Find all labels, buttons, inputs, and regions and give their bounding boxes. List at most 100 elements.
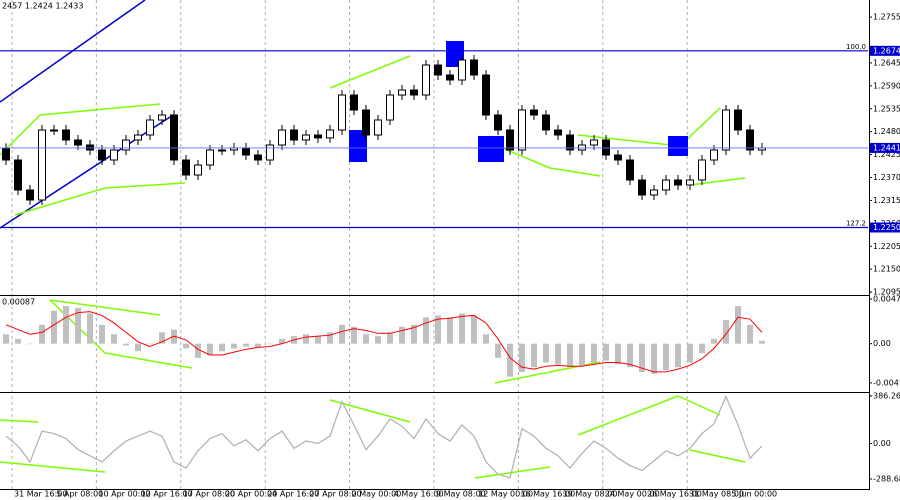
y-tick-label: 1.2535	[873, 104, 900, 113]
macd-bar	[387, 332, 393, 344]
macd-bar	[459, 313, 465, 344]
y-tick-label: 0.00474	[873, 295, 900, 304]
candle-body	[494, 114, 502, 131]
level-name: 100.0	[846, 43, 866, 51]
candle-body	[506, 129, 514, 151]
trend-line	[549, 167, 601, 177]
price-tag-label: 1.2674	[873, 46, 900, 55]
macd-bar	[735, 305, 741, 344]
macd-bar	[687, 343, 693, 363]
candle-body	[710, 149, 718, 161]
macd-bar	[243, 343, 249, 347]
y-tick-label: -288.682	[873, 474, 900, 483]
macd-bar	[675, 343, 681, 368]
macd-label: 0.00087	[2, 298, 35, 307]
candle-body	[266, 144, 274, 161]
price-tag	[870, 45, 900, 56]
macd-bar	[159, 332, 165, 344]
macd-bar	[351, 326, 357, 344]
trend-line	[0, 419, 39, 423]
candle-body	[614, 154, 622, 161]
x-tick-label: 24 Apr 16:00	[267, 490, 319, 499]
macd-bar	[255, 343, 261, 348]
candle-body	[146, 119, 154, 136]
macd-bar	[75, 307, 81, 344]
macd-bar	[615, 343, 621, 365]
y-tick-label: 1.2370	[873, 173, 900, 182]
price-tag	[870, 142, 900, 153]
macd-bar	[15, 338, 21, 344]
candle-body	[98, 149, 106, 161]
y-tick-label: 1.2590	[873, 81, 900, 90]
x-tick-label: 12 May 00:00	[478, 490, 533, 499]
trend-line	[577, 395, 679, 436]
y-tick-label: 1.2150	[873, 265, 900, 274]
macd-bar	[63, 305, 69, 344]
x-tick-label: 31 May 08:00	[689, 490, 744, 499]
macd-bar	[339, 324, 345, 344]
macd-bar	[711, 338, 717, 344]
price-tag-label: 1.2250	[873, 223, 900, 232]
candle-body	[50, 129, 58, 132]
x-tick-label: 10 Apr 00:00	[98, 490, 150, 499]
y-tick-label: 1.2755	[873, 13, 900, 22]
candle-body	[458, 59, 466, 81]
candle-body	[290, 129, 298, 141]
trend-line	[49, 299, 161, 316]
y-tick-label: 1.2645	[873, 58, 900, 67]
trend-line	[689, 177, 746, 186]
candle-body	[410, 89, 418, 96]
macd-bar	[723, 320, 729, 344]
macd-bar	[627, 343, 633, 368]
candle-body	[38, 129, 46, 201]
macd-bar	[555, 343, 561, 365]
candle-body	[374, 119, 382, 136]
candle-body	[722, 109, 730, 151]
candle-body	[590, 139, 598, 146]
candle-body	[86, 144, 94, 151]
y-tick-label: 1.2205	[873, 242, 900, 251]
candle-body	[566, 134, 574, 151]
candle-body	[602, 139, 610, 156]
trend-line	[39, 103, 161, 116]
macd-bar	[195, 343, 201, 358]
y-tick-label: 0.00	[873, 339, 891, 348]
candle-body	[302, 134, 310, 141]
x-tick-label: 24 May 00:00	[605, 490, 660, 499]
trend-line	[14, 187, 106, 216]
candle-body	[530, 109, 538, 116]
cci-line	[5, 395, 763, 479]
macd-bar	[651, 343, 657, 374]
candle-body	[158, 114, 166, 121]
candle-body	[122, 139, 130, 151]
candle-body	[662, 179, 670, 191]
candle-body	[686, 179, 694, 186]
macd-bar	[435, 315, 441, 344]
candle-body	[362, 109, 370, 136]
candle-body	[578, 144, 586, 151]
level-name: 127.2	[846, 220, 866, 228]
candle-body	[338, 94, 346, 131]
macd-bar	[87, 313, 93, 344]
x-tick-label: 31 Mar 16:00	[14, 490, 67, 499]
trend-line	[474, 466, 551, 479]
macd-bar	[519, 343, 525, 372]
macd-bar	[27, 343, 33, 345]
macd-bar	[663, 343, 669, 371]
candle-body	[314, 134, 322, 139]
candle-body	[218, 149, 226, 152]
trend-line	[0, 461, 106, 473]
marks-layer	[0, 50, 868, 479]
candle-body	[26, 189, 34, 201]
macd-bar	[483, 334, 489, 344]
macd-bar	[303, 334, 309, 344]
candle-body	[626, 159, 634, 181]
x-tick-label: 12 Apr 16:00	[141, 490, 193, 499]
x-tick-label: 4 May 16:00	[394, 490, 444, 499]
macd-bar	[411, 324, 417, 344]
candle-body	[398, 89, 406, 96]
last-price-label: 1.2441	[873, 143, 900, 152]
candle-body	[434, 64, 442, 76]
candle-body	[542, 114, 550, 131]
x-tick-label: 5 Apr 08:00	[56, 490, 103, 499]
